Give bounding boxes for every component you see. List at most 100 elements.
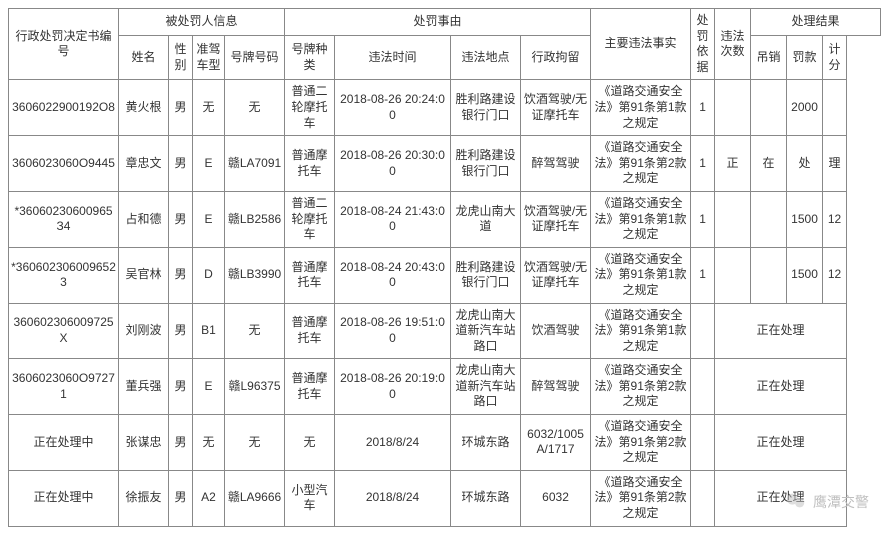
- cell-lictype: B1: [193, 303, 225, 359]
- cell-name: 张谋忠: [119, 415, 169, 471]
- hdr-fine: 罚款: [787, 36, 823, 80]
- cell-viotime: 2018-08-26 20:24:00: [335, 80, 451, 136]
- cell-vioplace: 环城东路: [451, 470, 521, 526]
- cell-basis: 《道路交通安全法》第91条第1款之规定: [591, 303, 691, 359]
- cell-fine: 1500: [787, 191, 823, 247]
- hdr-vioplace: 违法地点: [451, 36, 521, 80]
- cell-viofact: 饮酒驾驶: [521, 303, 591, 359]
- table-row: 正在处理中张谋忠男无无无2018/8/24环城东路6032/1005A/1717…: [9, 415, 881, 471]
- cell-plate: 无: [225, 303, 285, 359]
- cell-gender: 男: [169, 359, 193, 415]
- cell-platekind: 普通摩托车: [285, 247, 335, 303]
- cell-fine: 处: [787, 136, 823, 192]
- hdr-viotime: 违法时间: [335, 36, 451, 80]
- cell-vioplace: 胜利路建设银行门口: [451, 80, 521, 136]
- cell-vioplace: 龙虎山南大道: [451, 191, 521, 247]
- cell-lictype: E: [193, 359, 225, 415]
- cell-detain: [715, 247, 751, 303]
- cell-points: 12: [823, 247, 847, 303]
- cell-viofact: 6032/1005A/1717: [521, 415, 591, 471]
- hdr-platekind: 号牌种类: [285, 36, 335, 80]
- cell-platekind: 普通摩托车: [285, 359, 335, 415]
- hdr-basis: 处罚依据: [691, 9, 715, 80]
- cell-times: 1: [691, 80, 715, 136]
- cell-platekind: 普通摩托车: [285, 136, 335, 192]
- hdr-grp-result: 处理结果: [751, 9, 881, 36]
- cell-times: [691, 470, 715, 526]
- cell-docno: 3606022900192O8: [9, 80, 119, 136]
- cell-points: 12: [823, 191, 847, 247]
- cell-revoke: [751, 80, 787, 136]
- cell-result-merged: 正在处理: [715, 470, 847, 526]
- cell-plate: 无: [225, 80, 285, 136]
- cell-platekind: 普通二轮摩托车: [285, 191, 335, 247]
- cell-revoke: [751, 191, 787, 247]
- hdr-gender: 性别: [169, 36, 193, 80]
- cell-gender: 男: [169, 247, 193, 303]
- cell-vioplace: 胜利路建设银行门口: [451, 247, 521, 303]
- cell-viotime: 2018-08-26 19:51:00: [335, 303, 451, 359]
- cell-times: [691, 415, 715, 471]
- cell-basis: 《道路交通安全法》第91条第1款之规定: [591, 247, 691, 303]
- cell-lictype: E: [193, 191, 225, 247]
- cell-name: 占和德: [119, 191, 169, 247]
- cell-times: 1: [691, 247, 715, 303]
- cell-revoke: 在: [751, 136, 787, 192]
- cell-plate: 赣LB2586: [225, 191, 285, 247]
- table-row: 3606023060O97271董兵强男E赣L96375普通摩托车2018-08…: [9, 359, 881, 415]
- hdr-points: 计分: [823, 36, 847, 80]
- cell-viofact: 饮酒驾驶/无证摩托车: [521, 247, 591, 303]
- cell-lictype: 无: [193, 80, 225, 136]
- hdr-grp-punished: 被处罚人信息: [119, 9, 285, 36]
- cell-vioplace: 龙虎山南大道新汽车站路口: [451, 303, 521, 359]
- cell-docno: 3606023060O97271: [9, 359, 119, 415]
- cell-basis: 《道路交通安全法》第91条第2款之规定: [591, 415, 691, 471]
- cell-plate: 赣LA9666: [225, 470, 285, 526]
- cell-viofact: 醉驾驾驶: [521, 359, 591, 415]
- hdr-revoke: 吊销: [751, 36, 787, 80]
- cell-name: 吴官林: [119, 247, 169, 303]
- cell-viotime: 2018/8/24: [335, 415, 451, 471]
- cell-lictype: A2: [193, 470, 225, 526]
- cell-result-merged: 正在处理: [715, 303, 847, 359]
- cell-vioplace: 胜利路建设银行门口: [451, 136, 521, 192]
- hdr-name: 姓名: [119, 36, 169, 80]
- cell-docno: *36060230600965З4: [9, 191, 119, 247]
- cell-basis: 《道路交通安全法》第91条第2款之规定: [591, 359, 691, 415]
- cell-platekind: 普通二轮摩托车: [285, 80, 335, 136]
- table-row: *36060230600965З4占和德男E赣LB2586普通二轮摩托车2018…: [9, 191, 881, 247]
- cell-plate: 赣LB3990: [225, 247, 285, 303]
- cell-platekind: 无: [285, 415, 335, 471]
- cell-plate: 赣LA7091: [225, 136, 285, 192]
- cell-gender: 男: [169, 136, 193, 192]
- table-row: 360602306009725X刘刚波男B1无普通摩托车2018-08-26 1…: [9, 303, 881, 359]
- cell-plate: 无: [225, 415, 285, 471]
- cell-points: 理: [823, 136, 847, 192]
- cell-gender: 男: [169, 415, 193, 471]
- cell-viotime: 2018-08-24 21:43:00: [335, 191, 451, 247]
- cell-detain: [715, 80, 751, 136]
- cell-viofact: 饮酒驾驶/无证摩托车: [521, 191, 591, 247]
- cell-docno: 正在处理中: [9, 415, 119, 471]
- penalty-table: 行政处罚决定书编号 被处罚人信息 处罚事由 主要违法事实 处罚依据 违法次数 处…: [8, 8, 881, 527]
- cell-gender: 男: [169, 80, 193, 136]
- hdr-detain: 行政拘留: [521, 36, 591, 80]
- cell-gender: 男: [169, 191, 193, 247]
- table-row: 正在处理中徐振友男A2赣LA9666小型汽车2018/8/24环城东路6032《…: [9, 470, 881, 526]
- cell-name: 黄火根: [119, 80, 169, 136]
- hdr-plate: 号牌号码: [225, 36, 285, 80]
- cell-name: 徐振友: [119, 470, 169, 526]
- cell-viotime: 2018/8/24: [335, 470, 451, 526]
- cell-viotime: 2018-08-26 20:30:00: [335, 136, 451, 192]
- cell-basis: 《道路交通安全法》第91条第1款之规定: [591, 80, 691, 136]
- cell-vioplace: 龙虎山南大道新汽车站路口: [451, 359, 521, 415]
- hdr-docno: 行政处罚决定书编号: [9, 9, 119, 80]
- cell-revoke: [751, 247, 787, 303]
- cell-docno: *3606023060096523: [9, 247, 119, 303]
- cell-result-merged: 正在处理: [715, 359, 847, 415]
- cell-docno: 360602306009725X: [9, 303, 119, 359]
- cell-times: [691, 359, 715, 415]
- cell-basis: 《道路交通安全法》第91条第2款之规定: [591, 470, 691, 526]
- table-row: 3606022900192O8黄火根男无无普通二轮摩托车2018-08-26 2…: [9, 80, 881, 136]
- cell-platekind: 小型汽车: [285, 470, 335, 526]
